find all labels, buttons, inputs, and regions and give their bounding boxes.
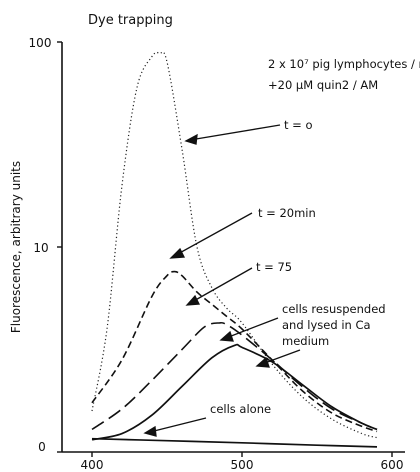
arrow-line <box>189 124 281 141</box>
series-line-t75 <box>91 321 378 431</box>
arrow-head <box>185 294 201 306</box>
condition-note-line: 2 x 10⁷ pig lymphocytes / ml <box>268 57 420 71</box>
series-line-lysed <box>91 343 378 441</box>
arrow-head <box>184 133 198 145</box>
arrow-head <box>169 247 186 259</box>
annotation-cells-alone: cells alone <box>210 402 271 416</box>
annotation-t0: t = o <box>284 118 313 132</box>
annotation-t75: t = 75 <box>256 260 292 274</box>
arrow-head <box>255 356 270 368</box>
annotation-lysed-line: medium <box>282 334 329 348</box>
arrow-line <box>261 349 301 365</box>
arrow-line <box>225 317 279 339</box>
y-tick-label: 100 <box>29 36 52 50</box>
series-line-cells-alone <box>91 437 378 448</box>
y-tick-label: 0 <box>38 440 46 454</box>
arrow-line <box>175 212 253 256</box>
arrow-head <box>219 330 234 342</box>
x-tick-label: 600 <box>381 458 404 472</box>
series-line-t20 <box>91 270 378 433</box>
x-tick-label: 500 <box>231 458 254 472</box>
annotation-lysed-line: and lysed in Ca <box>282 318 371 332</box>
arrow-line <box>191 267 253 303</box>
chart-title: Dye trapping <box>88 13 173 28</box>
series-layer <box>91 51 378 448</box>
annotation-t20: t = 20min <box>258 206 316 220</box>
arrow-head <box>143 425 157 437</box>
annotation-lysed-line: cells resuspended <box>282 302 386 316</box>
x-tick-label: 400 <box>81 458 104 472</box>
condition-note-line: +20 µM quin2 / AM <box>268 78 378 92</box>
y-tick-label: 10 <box>33 241 48 255</box>
arrow-line <box>149 417 207 433</box>
series-line-t0 <box>91 51 378 439</box>
y-axis-label: Fluorescence, arbitrary units <box>9 161 23 333</box>
